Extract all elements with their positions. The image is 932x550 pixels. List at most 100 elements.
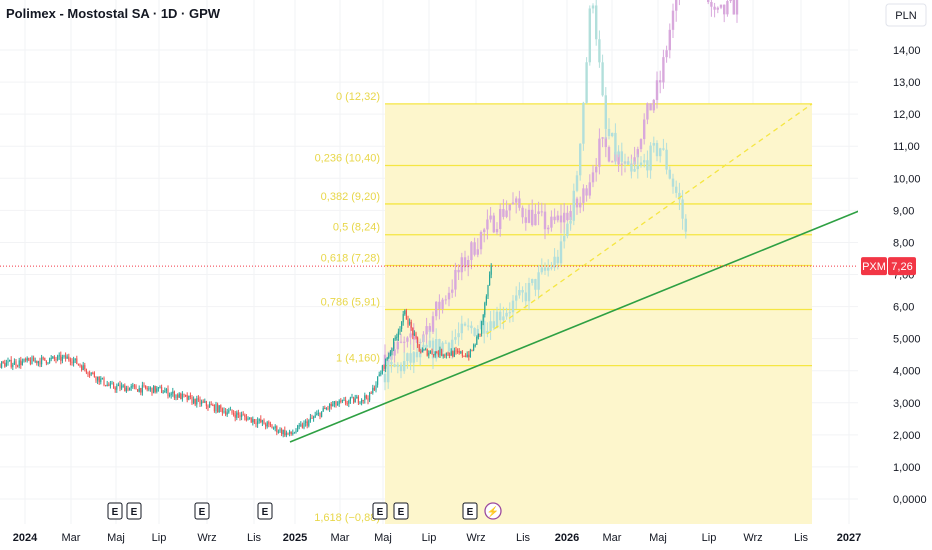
ghost-candle	[431, 316, 435, 332]
earnings-event-icon[interactable]	[257, 502, 273, 520]
candle	[47, 362, 49, 364]
earnings-event-icon[interactable]	[462, 502, 478, 520]
ghost-candle	[383, 373, 387, 383]
ghost-candle	[601, 62, 604, 96]
candle	[481, 321, 483, 334]
candle	[111, 383, 113, 385]
dividend-event-icon[interactable]	[484, 502, 502, 520]
candle	[391, 348, 393, 352]
ghost-candle	[483, 229, 486, 232]
candle	[437, 353, 439, 356]
ghost-candle	[486, 330, 489, 334]
ghost-candle	[489, 321, 492, 331]
candle	[98, 376, 100, 383]
candle	[285, 432, 287, 436]
candle	[188, 395, 190, 400]
fib-level-label: 0 (12,32)	[336, 91, 380, 103]
time-tick-label: 2024	[13, 532, 38, 544]
candle	[65, 355, 67, 359]
candle	[375, 384, 377, 391]
candle	[444, 355, 446, 357]
currency-button[interactable]	[885, 3, 927, 27]
candle	[413, 333, 415, 336]
time-tick-label: Lip	[702, 532, 717, 544]
candle	[279, 429, 281, 432]
candle	[226, 412, 228, 415]
fib-retracement-area[interactable]	[385, 103, 812, 525]
candle	[484, 302, 486, 315]
earnings-event-icon[interactable]	[107, 502, 123, 520]
candle	[468, 354, 470, 358]
candle	[370, 392, 372, 394]
ghost-candle	[655, 80, 659, 100]
earnings-event-icon[interactable]	[194, 502, 210, 520]
earnings-event-icon[interactable]	[126, 502, 142, 520]
candle	[85, 369, 87, 373]
candle	[117, 384, 119, 387]
ghost-candle	[591, 5, 595, 9]
ghost-candle	[604, 95, 607, 129]
trend-line[interactable]	[289, 199, 887, 443]
candle	[402, 314, 404, 323]
candle	[100, 378, 102, 383]
candle	[69, 359, 71, 362]
candle	[20, 360, 22, 366]
candle	[61, 356, 63, 361]
candle	[244, 415, 246, 417]
candle	[337, 403, 339, 406]
ghost-candle	[550, 216, 553, 228]
earnings-event-icon[interactable]	[393, 502, 409, 520]
ghost-candle	[495, 311, 499, 328]
ghost-candle	[403, 341, 406, 343]
candle	[218, 405, 220, 413]
ghost-candle	[652, 99, 655, 111]
ghost-candle	[716, 7, 719, 10]
candle	[362, 399, 364, 401]
ghost-candle	[495, 229, 499, 233]
candle	[324, 408, 326, 410]
candle	[250, 417, 252, 423]
symbol-label: PXM	[862, 261, 886, 273]
candle	[76, 358, 78, 364]
candle	[57, 356, 59, 360]
candle	[380, 373, 382, 375]
candle	[396, 337, 398, 339]
candle	[245, 416, 247, 421]
ghost-candle	[684, 218, 687, 232]
candle	[58, 355, 60, 357]
candle	[463, 355, 465, 357]
candle	[132, 385, 134, 387]
candle	[173, 391, 175, 399]
candle	[12, 364, 14, 367]
ghost-candle	[463, 257, 467, 268]
ghost-candle	[671, 178, 675, 187]
ghost-candle	[502, 316, 505, 321]
candle	[209, 404, 211, 408]
candle	[418, 344, 420, 352]
candle	[436, 351, 438, 354]
candle	[220, 405, 222, 409]
ghost-candle	[652, 143, 655, 146]
price-tick-label: 11,00	[893, 141, 920, 153]
time-tick-label: Mar	[331, 532, 350, 544]
candle	[354, 398, 356, 403]
candle	[177, 394, 179, 398]
ghost-candle	[473, 328, 476, 336]
fib-trend-line[interactable]	[486, 103, 813, 335]
ghost-candle	[569, 220, 572, 224]
candle	[364, 395, 366, 401]
candle	[154, 385, 156, 392]
time-axis[interactable]	[0, 524, 932, 550]
ghost-candle	[399, 364, 403, 372]
candle	[183, 393, 185, 396]
ghost-candle	[486, 219, 489, 230]
ghost-candle	[723, 4, 726, 15]
price-tick-label: 5,000	[893, 334, 921, 346]
candle	[125, 387, 127, 392]
earnings-event-icon[interactable]	[372, 502, 388, 520]
candle	[212, 405, 214, 407]
ghost-candle	[534, 279, 537, 290]
candle	[18, 360, 20, 366]
candle	[77, 363, 79, 365]
